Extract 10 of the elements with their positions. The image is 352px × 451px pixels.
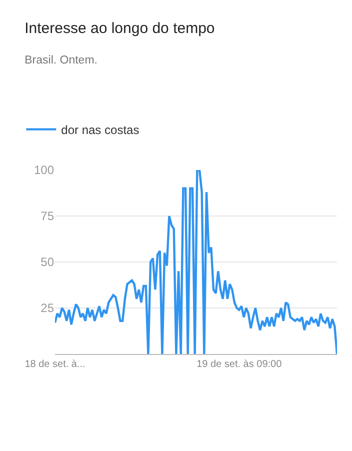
- line-series: [55, 170, 337, 354]
- legend-label: dor nas costas: [61, 122, 140, 137]
- y-tick-label: 25: [40, 301, 54, 316]
- y-tick-label: 75: [40, 209, 54, 224]
- y-tick-label: 50: [40, 255, 54, 270]
- chart-subtitle: Brasil. Ontem.: [24, 54, 98, 66]
- x-tick-label: 18 de set. à...: [24, 359, 86, 370]
- chart-title: Interesse ao longo do tempo: [24, 20, 215, 38]
- x-tick-label: 19 de set. às 09:00: [196, 359, 282, 370]
- y-tick-label: 100: [34, 163, 54, 178]
